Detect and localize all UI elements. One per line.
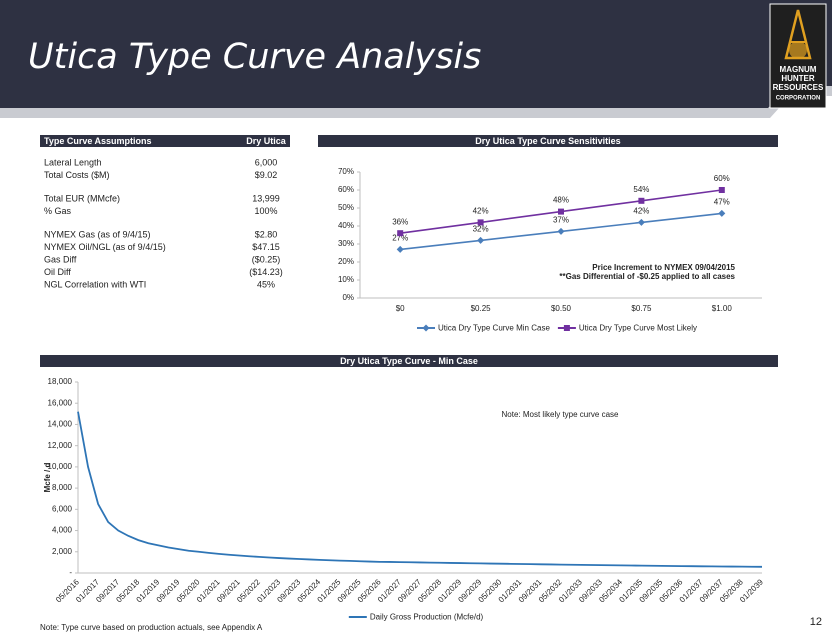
x-tick-label: $0 [396,304,405,313]
y-tick-label: 40% [338,221,354,230]
data-label: 54% [633,185,649,194]
legend-item: Utica Dry Type Curve Most Likely [557,324,697,333]
legend-marker [422,324,430,332]
table-cell: Lateral Length [44,157,102,167]
page-number: 12 [810,616,822,628]
table-cell: NYMEX Gas (as of 9/4/15) [44,229,151,239]
assumptions-table: Type Curve Assumptions Dry Utica Lateral… [40,135,290,289]
legend-label: Daily Gross Production (Mcfe/d) [370,613,484,622]
marker [718,209,726,217]
y-tick-label: - [69,568,72,577]
chart-title-bar [318,135,778,147]
table-cell: ($14.23) [249,267,283,277]
legend-item: Daily Gross Production (Mcfe/d) [348,613,484,622]
data-label: 47% [714,198,730,207]
y-tick-label: 50% [338,203,354,212]
table-cell: $9.02 [255,170,278,180]
x-tick-label: $0.50 [551,304,572,313]
data-label: 60% [714,174,730,183]
logo-text: RESOURCES [773,83,824,92]
legend-item: Utica Dry Type Curve Min Case [417,324,550,333]
y-tick-label: 14,000 [48,420,73,429]
y-tick-label: 30% [338,239,354,248]
annotation: **Gas Differential of -$0.25 applied to … [559,272,735,281]
footnote: Note: Type curve based on production act… [40,623,263,632]
y-tick-label: 60% [338,185,354,194]
marker [477,219,484,226]
y-tick-label: 70% [338,167,354,176]
legend-label: Utica Dry Type Curve Most Likely [579,324,697,333]
y-tick-label: 2,000 [52,547,73,556]
table-cell: 100% [254,206,277,216]
y-tick-label: 4,000 [52,526,73,535]
table-cell: Oil Diff [44,267,71,277]
y-tick-label: 16,000 [48,398,73,407]
table-cell: NGL Correlation with WTI [44,279,146,289]
data-label: 37% [553,216,569,225]
table-cell: ($0.25) [252,254,281,264]
y-tick-label: 12,000 [48,441,73,450]
marker [718,187,725,193]
chart-title-bar [40,355,778,367]
table-cell: Total Costs ($M) [44,170,110,180]
table-cell: 45% [257,279,275,289]
x-tick-label: $1.00 [712,304,733,313]
chart-title: Dry Utica Type Curve Sensitivities [475,136,620,146]
data-label: 48% [553,196,569,205]
y-axis-label: Mcfe / d [43,462,52,492]
chart-title: Dry Utica Type Curve - Min Case [340,356,478,366]
y-tick-label: 8,000 [52,483,73,492]
logo-text: MAGNUM [780,65,817,74]
logo-text: HUNTER [781,74,815,83]
marker [638,197,645,204]
data-label: 42% [633,207,649,216]
header-band [0,0,832,108]
data-label: 42% [473,207,489,216]
table-header: Type Curve Assumptions [44,136,152,146]
legend-label: Utica Dry Type Curve Min Case [438,324,550,333]
table-cell: 13,999 [252,193,280,203]
annotation: Price Increment to NYMEX 09/04/2015 [592,263,735,272]
x-tick-label: 01/2039 [738,577,765,604]
table-cell: % Gas [44,206,72,216]
table-cell: Total EUR (MMcfe) [44,193,120,203]
chart: Dry Utica Type Curve Sensitivities 0% 10% 2… [318,135,778,333]
data-label: 36% [392,217,408,226]
table-cell: 6,000 [255,157,278,167]
series-line [77,411,763,568]
data-label: 27% [392,234,408,243]
logo-sun [789,41,807,59]
marker [637,218,645,226]
table-cell: $2.80 [255,229,278,239]
annotation: Note: Most likely type curve case [502,410,619,419]
table-cell: Gas Diff [44,254,77,264]
y-tick-label: 10% [338,275,354,284]
table-header: Dry Utica [246,136,287,146]
y-tick-label: 10,000 [48,462,73,471]
y-tick-label: 20% [338,257,354,266]
slide-title: Utica Type Curve Analysis [28,37,481,77]
legend-marker [563,325,570,331]
y-tick-label: 0% [342,293,354,302]
table-cell: NYMEX Oil/NGL (as of 9/4/15) [44,242,166,252]
x-tick-label: $0.25 [471,304,492,313]
table-cell: $47.15 [252,242,280,252]
logo: MAGNUM HUNTER RESOURCES CORPORATION [769,3,827,109]
y-tick-label: 6,000 [52,504,73,513]
marker [396,245,404,253]
logo-text: CORPORATION [776,96,821,102]
marker [477,236,485,244]
table-header-bar [40,135,290,147]
data-label: 32% [473,225,489,234]
x-tick-label: $0.75 [631,304,652,313]
y-tick-label: 18,000 [48,377,73,386]
marker [558,208,564,215]
chart: Dry Utica Type Curve - Min Case - 2,000 4,0… [40,355,778,622]
marker [557,227,565,235]
marker [397,230,404,237]
